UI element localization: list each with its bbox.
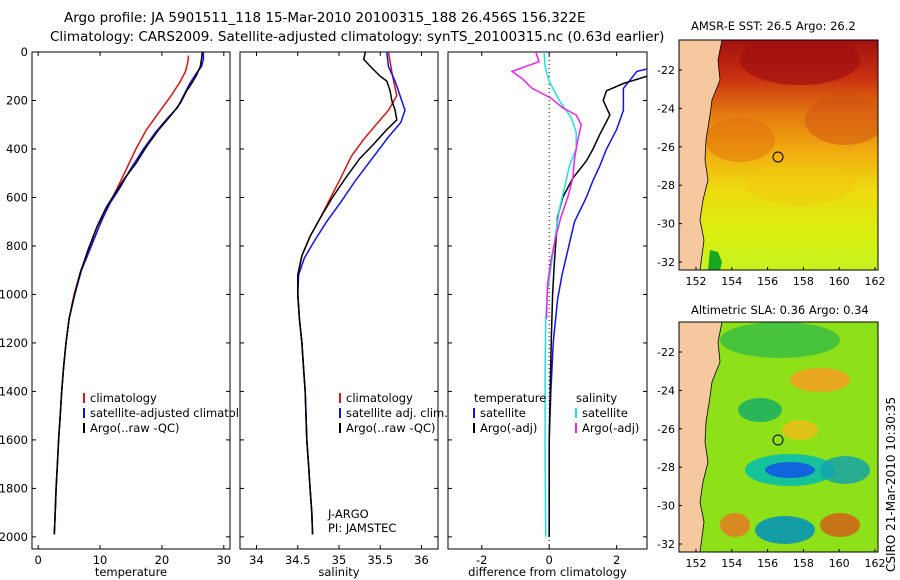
- series-line-argo-adj-: [548, 75, 647, 537]
- y-tick-label: 1000: [0, 287, 28, 301]
- x-tick-label: 34.5: [285, 553, 311, 567]
- legend-label: climatology: [90, 391, 157, 405]
- x-tick-label: 10: [93, 553, 108, 567]
- x-axis-label: difference from climatology: [468, 565, 627, 579]
- y-tick-label: 2000: [0, 530, 28, 544]
- legend-salinity-label: salinity: [576, 391, 617, 405]
- legend-label: Argo(..raw -QC): [346, 421, 436, 435]
- x-axis-label: salinity: [318, 565, 359, 579]
- map-x-tick-label: 152: [686, 275, 707, 288]
- map-x-tick-label: 158: [793, 557, 814, 570]
- x-tick-label: 35: [332, 553, 347, 567]
- legend-temperature-label: Argo(-adj): [480, 421, 537, 435]
- legend-label: climatology: [346, 391, 413, 405]
- map-x-tick-label: 152: [686, 557, 707, 570]
- y-tick-label: 200: [6, 93, 28, 107]
- x-tick-label: 30: [216, 553, 231, 567]
- x-tick-label: 0: [35, 553, 42, 567]
- title-line-2: Climatology: CARS2009. Satellite-adjuste…: [50, 29, 665, 45]
- sla-map-title: Altimetric SLA: 0.36 Argo: 0.34: [691, 303, 869, 317]
- x-tick-label: 0: [546, 553, 553, 567]
- map-y-tick-label: -32: [657, 538, 675, 551]
- map-y-tick-label: -28: [657, 461, 675, 474]
- map-y-tick-label: -26: [657, 423, 675, 436]
- y-tick-label: 800: [6, 239, 28, 253]
- map-x-tick-label: 158: [793, 275, 814, 288]
- series-line-argo-raw-qc-: [53, 52, 203, 535]
- sst-map-title: AMSR-E SST: 26.5 Argo: 26.2: [691, 19, 856, 33]
- series-line-argo-raw-qc-: [297, 52, 398, 535]
- map-y-tick-label: -24: [657, 384, 675, 397]
- legend-label: satellite-adjusted climatology: [90, 406, 260, 420]
- x-axis-label: temperature: [95, 565, 167, 579]
- x-tick-label: -2: [476, 553, 487, 567]
- map-y-tick-label: -30: [657, 218, 675, 231]
- salinity-panel: 34 34.5 35 35.5 36 salinity climatologysatelli…: [239, 51, 448, 579]
- map-x-tick-label: 160: [829, 557, 850, 570]
- x-tick-label: 20: [155, 553, 170, 567]
- legend-label: Argo(..raw -QC): [90, 421, 180, 435]
- annotation-float-program: J-ARGO: [327, 507, 369, 521]
- map-x-tick-label: 160: [829, 275, 850, 288]
- x-tick-label: 35.5: [367, 553, 393, 567]
- map-x-tick-label: 156: [757, 557, 778, 570]
- annotation-pi: PI: JAMSTEC: [328, 521, 396, 535]
- y-tick-label: 0: [21, 45, 28, 59]
- map-y-tick-label: -32: [657, 256, 675, 269]
- series-line-satellite: [543, 52, 577, 537]
- map-y-tick-label: -22: [657, 346, 675, 359]
- argo-location-marker: [772, 151, 784, 163]
- legend-salinity-label: satellite: [582, 406, 628, 420]
- plot-frame: [31, 51, 231, 550]
- y-tick-label: 1800: [0, 481, 28, 495]
- y-tick-label: 1400: [0, 384, 28, 398]
- map-x-tick-label: 154: [721, 275, 742, 288]
- map-x-tick-label: 156: [757, 275, 778, 288]
- title-line-1: Argo profile: JA 5901511_118 15-Mar-2010…: [64, 10, 586, 26]
- side-credit: CSIRO 21-Mar-2010 10:30:35: [884, 396, 898, 572]
- argo-location-marker-sla: [772, 434, 784, 446]
- map-x-tick-label: 162: [865, 557, 886, 570]
- series-line-argo-adj-: [510, 52, 582, 319]
- map-y-tick-label: -26: [657, 141, 675, 154]
- series-line-satellite: [548, 68, 647, 537]
- y-tick-label: 1200: [0, 336, 28, 350]
- legend-salinity-label: Argo(-adj): [582, 421, 639, 435]
- y-tick-label: 1600: [0, 433, 28, 447]
- x-tick-label: 2: [613, 553, 620, 567]
- legend-temperature-label: temperature: [474, 391, 546, 405]
- x-tick-label: 36: [414, 553, 429, 567]
- temperature-panel: 0 10 20 30 0 200 400 600 800 1000 1200 1400 1600 1800…: [0, 45, 260, 579]
- y-tick-label: 400: [6, 142, 28, 156]
- map-y-tick-label: -28: [657, 179, 675, 192]
- sla-map: 152 154 156 158 160 162 -22 -24 -26 -28 -30 -32: [657, 321, 886, 570]
- map-y-tick-label: -22: [657, 64, 675, 77]
- map-y-tick-label: -24: [657, 102, 675, 115]
- sst-map: 152 154 156 158 160 162 -22 -24 -26 -28 -30 -32: [657, 39, 886, 288]
- map-y-tick-label: -30: [657, 500, 675, 513]
- legend-label: satellite adj. clim.: [346, 406, 448, 420]
- plot-frame: [239, 51, 439, 550]
- map-x-tick-label: 162: [865, 275, 886, 288]
- x-tick-label: 34: [249, 553, 264, 567]
- y-tick-label: 600: [6, 190, 28, 204]
- map-x-tick-label: 154: [721, 557, 742, 570]
- legend-temperature-label: satellite: [480, 406, 526, 420]
